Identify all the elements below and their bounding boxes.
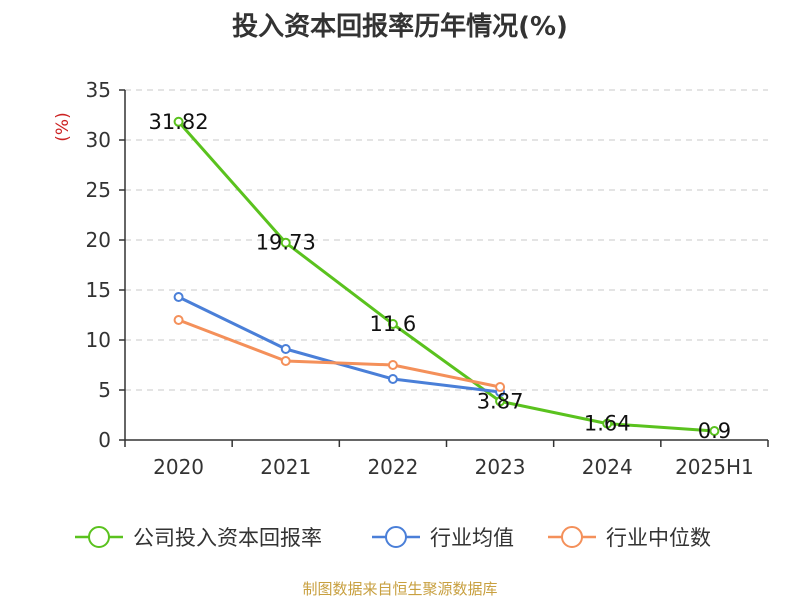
x-tick-label: 2023	[475, 455, 526, 479]
data-label: 3.87	[477, 389, 524, 413]
data-label: 19.73	[256, 231, 316, 255]
series-point-0[interactable]	[280, 237, 291, 248]
series-point-0[interactable]	[495, 396, 506, 407]
source-note: 制图数据来自恒生聚源数据库	[302, 580, 498, 598]
series-point-0[interactable]	[709, 426, 720, 436]
x-tick-label: 2021	[260, 455, 311, 479]
legend-label: 行业中位数	[606, 526, 711, 550]
series-point-0[interactable]	[387, 319, 398, 329]
legend-item-2[interactable]: 行业中位数	[548, 526, 711, 550]
legend-label: 行业均值	[430, 526, 514, 550]
series-point-2[interactable]	[495, 382, 506, 392]
legend-label: 公司投入资本回报率	[133, 526, 322, 550]
series-point-1[interactable]	[387, 374, 398, 384]
x-tick-label: 2022	[367, 455, 418, 479]
series-point-2[interactable]	[387, 360, 398, 370]
data-label: 31.82	[149, 110, 209, 134]
series-point-0[interactable]	[602, 418, 613, 429]
y-axis-label: (%)	[53, 112, 73, 141]
y-tick-label: 30	[86, 128, 111, 152]
series-line-0	[177, 120, 715, 433]
legend[interactable]: 公司投入资本回报率 行业均值 行业中位数	[75, 526, 711, 550]
y-tick-label: 15	[86, 278, 111, 302]
series-line-2	[178, 318, 501, 389]
y-tick-label: 25	[86, 178, 111, 202]
series-point-2[interactable]	[173, 315, 184, 325]
x-tick-label: 2025H1	[675, 455, 754, 479]
series-point-2[interactable]	[280, 356, 291, 366]
series-point-0[interactable]	[173, 116, 184, 127]
series-point-1[interactable]	[280, 344, 291, 354]
y-tick-label: 35	[86, 78, 111, 102]
legend-item-1[interactable]: 行业均值	[372, 526, 514, 550]
data-labels: 31.82 19.73 11.6 3.87 1.64 0.9	[149, 110, 732, 443]
data-label: 0.9	[698, 419, 731, 443]
chart-title: 投入资本回报率历年情况(%)	[232, 12, 568, 42]
y-tick-label: 0	[98, 428, 111, 452]
y-tick-label: 20	[86, 228, 111, 252]
y-tick-label: 5	[98, 378, 111, 402]
data-label: 11.6	[370, 312, 417, 336]
axes: 0 5 10 15 20 25 30 35 (%) 2020 2021 2022 2023 2024 202…	[53, 78, 769, 479]
series-point-1[interactable]	[173, 292, 184, 302]
legend-marker	[385, 526, 407, 548]
grid-lines	[125, 89, 768, 391]
series-lines	[173, 116, 720, 436]
x-tick-label: 2024	[582, 455, 633, 479]
legend-marker	[561, 526, 583, 548]
legend-marker	[88, 526, 110, 548]
x-tick-label: 2020	[153, 455, 204, 479]
data-label: 1.64	[584, 412, 631, 436]
legend-item-0[interactable]: 公司投入资本回报率	[75, 526, 322, 550]
y-tick-label: 10	[86, 328, 111, 352]
